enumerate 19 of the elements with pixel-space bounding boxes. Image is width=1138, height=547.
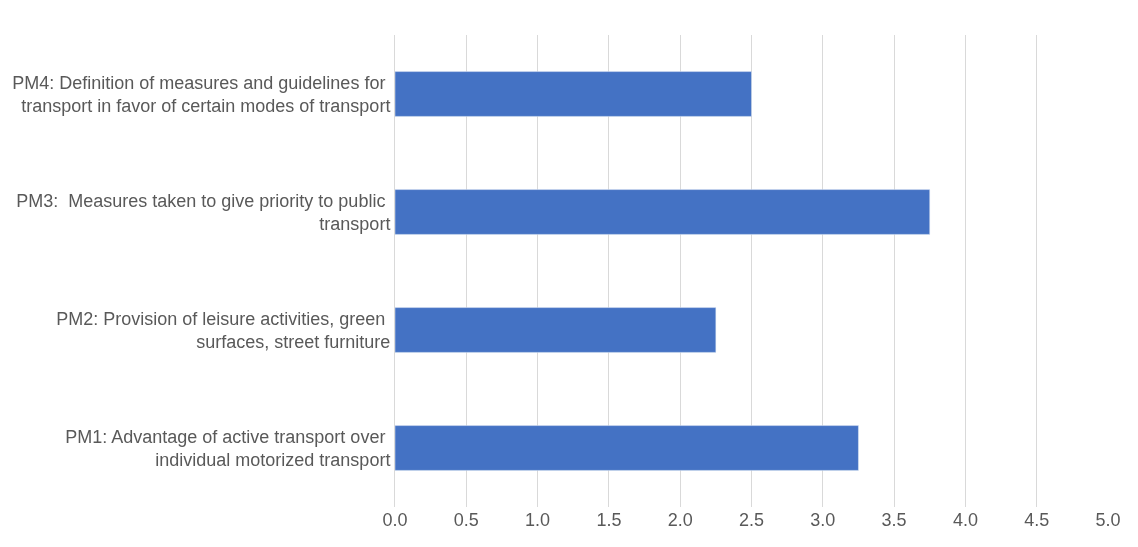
bar [395, 425, 859, 471]
bar [395, 71, 752, 117]
y-tick-label: PM4: Definition of measures and guidelines for transport in favor of certain modes of transport [12, 72, 391, 116]
x-tick-label: 4.5 [1024, 510, 1050, 530]
x-tick-label: 3.0 [810, 510, 836, 530]
bar [395, 189, 930, 235]
y-tick-label: PM2: Provision of leisure activities, green surfaces, street furniture [56, 308, 391, 352]
x-tick-label: 2.0 [667, 510, 693, 530]
x-tick-label: 0.0 [382, 510, 408, 530]
x-tick-label: 5.0 [1095, 510, 1121, 530]
bar [395, 307, 717, 353]
y-tick-label: PM1: Advantage of active transport over individual motorized transport [65, 426, 391, 470]
x-tick-label: 0.5 [453, 510, 479, 530]
x-tick-label: 3.5 [881, 510, 907, 530]
x-tick-label: 1.0 [525, 510, 551, 530]
x-tick-label: 1.5 [596, 510, 622, 530]
x-tick-label: 2.5 [738, 510, 765, 530]
y-tick-label: PM3: Measures taken to give priority to public transport [16, 190, 391, 234]
x-tick-label: 4.0 [952, 510, 978, 530]
